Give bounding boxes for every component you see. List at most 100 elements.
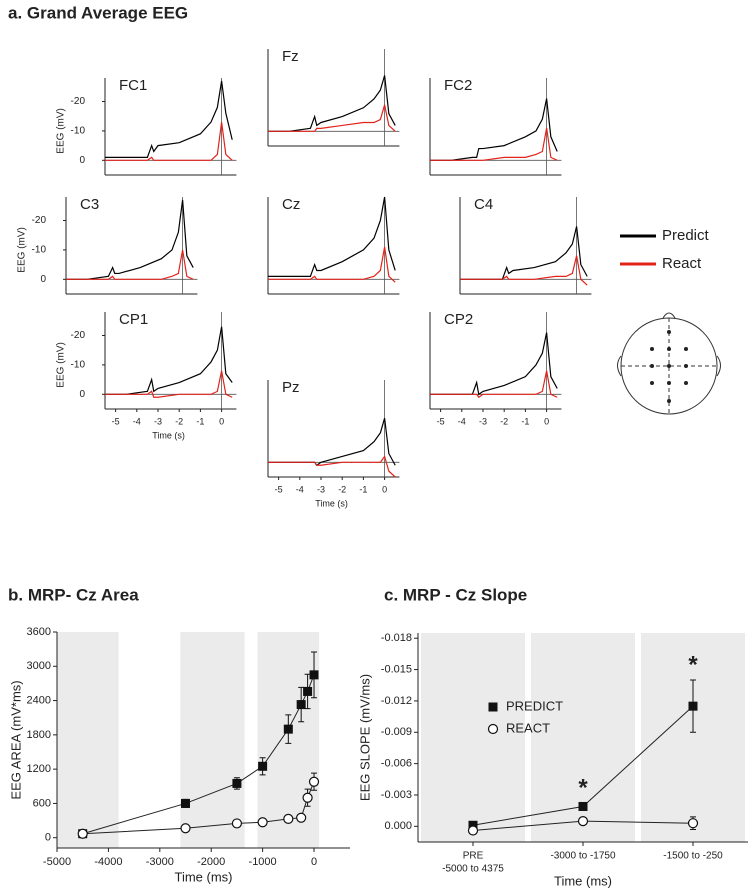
panel-title: c. MRP - Cz Slope bbox=[384, 585, 527, 604]
y-tick-label: 0 bbox=[45, 832, 51, 844]
head-schematic bbox=[617, 312, 721, 415]
x-tick-label: 0 bbox=[382, 484, 387, 494]
eeg-trace bbox=[430, 98, 558, 161]
x-tick-label: -1 bbox=[196, 416, 204, 426]
shaded-band bbox=[57, 632, 119, 848]
x-tick-label: -4 bbox=[458, 416, 466, 426]
eeg-trace bbox=[268, 246, 396, 283]
y-tick-label: 1200 bbox=[27, 763, 51, 775]
marker bbox=[180, 823, 191, 834]
marker bbox=[578, 801, 588, 811]
marker bbox=[302, 792, 313, 803]
eeg-trace bbox=[430, 370, 558, 399]
x-tick-label: 0 bbox=[311, 856, 317, 868]
y-tick-label: 1800 bbox=[27, 729, 51, 741]
marker bbox=[577, 815, 589, 827]
x-axis-label: Time (ms) bbox=[174, 869, 232, 884]
x-tick-label: -1000 bbox=[249, 856, 277, 868]
y-tick-label: 0 bbox=[79, 155, 85, 166]
eeg-trace bbox=[105, 80, 233, 158]
x-tick-label: -5 bbox=[112, 416, 120, 426]
marker bbox=[468, 820, 478, 830]
y-tick-label: -10 bbox=[71, 360, 86, 371]
y-tick-label: -0.003 bbox=[381, 789, 412, 801]
eeg-trace bbox=[105, 370, 233, 398]
marker bbox=[309, 670, 319, 680]
marker bbox=[687, 818, 699, 829]
x-axis-label: Time (ms) bbox=[554, 873, 612, 888]
x-tick-label: -5000 bbox=[43, 856, 71, 868]
marker bbox=[232, 778, 242, 788]
y-tick-label: -20 bbox=[71, 96, 86, 107]
y-tick-label: 3000 bbox=[27, 660, 51, 672]
x-tick-label: 0 bbox=[219, 416, 224, 426]
eeg-trace bbox=[268, 196, 396, 277]
panel-title: b. MRP- Cz Area bbox=[8, 585, 139, 604]
x-tick-label: -4 bbox=[296, 484, 304, 494]
y-tick-label: 0 bbox=[79, 389, 85, 400]
y-tick-label: -10 bbox=[32, 245, 47, 256]
marker bbox=[308, 776, 320, 787]
eeg-trace bbox=[268, 75, 396, 132]
x-tick-label: -5000 to 4375 bbox=[442, 864, 504, 875]
panel-label: Cz bbox=[282, 196, 300, 213]
x-tick-label: -2 bbox=[500, 416, 508, 426]
panel-label: CP2 bbox=[444, 311, 473, 328]
eeg-trace bbox=[430, 332, 558, 396]
panel-label: Fz bbox=[282, 48, 299, 65]
marker bbox=[296, 812, 307, 823]
x-tick-label: PRE bbox=[463, 851, 484, 862]
marker bbox=[467, 825, 479, 836]
y-tick-label: 600 bbox=[33, 797, 51, 809]
y-tick-label: -20 bbox=[71, 330, 86, 341]
eeg-trace bbox=[105, 122, 233, 161]
marker bbox=[258, 761, 268, 771]
x-axis-label: Time (s) bbox=[315, 498, 348, 508]
y-tick-label: -0.015 bbox=[381, 663, 412, 675]
y-axis-label: EEG (mV) bbox=[56, 342, 67, 388]
eeg-trace bbox=[268, 455, 396, 478]
x-axis-label: Time (s) bbox=[152, 430, 185, 440]
x-tick-label: -3 bbox=[479, 416, 487, 426]
y-tick-label: -0.012 bbox=[381, 695, 412, 707]
marker bbox=[303, 686, 313, 696]
eeg-trace bbox=[66, 249, 194, 280]
marker bbox=[231, 818, 243, 829]
y-axis-label: EEG (mV) bbox=[56, 108, 67, 154]
x-tick-label: -1 bbox=[359, 484, 367, 494]
x-tick-label: -2 bbox=[338, 484, 346, 494]
y-tick-label: -20 bbox=[32, 215, 47, 226]
x-tick-label: -1500 to -250 bbox=[663, 851, 723, 862]
y-tick-label: 0 bbox=[40, 274, 46, 285]
x-tick-label: -5 bbox=[275, 484, 283, 494]
x-tick-label: -3 bbox=[317, 484, 325, 494]
marker bbox=[283, 724, 293, 734]
legend-label: Predict bbox=[662, 227, 710, 244]
y-tick-label: -0.018 bbox=[381, 632, 412, 644]
x-tick-label: -2000 bbox=[197, 856, 225, 868]
eeg-trace bbox=[66, 199, 194, 280]
marker bbox=[283, 813, 294, 824]
legend-label: REACT bbox=[506, 720, 550, 735]
panel-label: FC2 bbox=[444, 77, 472, 94]
eeg-trace bbox=[105, 326, 233, 395]
panel-label: CP1 bbox=[119, 311, 148, 328]
y-axis-label: EEG (mV) bbox=[17, 227, 28, 273]
x-tick-label: -1 bbox=[521, 416, 529, 426]
x-tick-label: -4 bbox=[133, 416, 141, 426]
marker bbox=[77, 828, 88, 839]
annotation: * bbox=[688, 651, 698, 678]
shaded-band bbox=[421, 633, 525, 842]
shaded-band bbox=[180, 632, 245, 848]
marker bbox=[688, 701, 698, 711]
annotation: * bbox=[578, 775, 588, 802]
panel-label: C4 bbox=[474, 196, 493, 213]
eeg-trace bbox=[460, 255, 588, 286]
marker bbox=[488, 702, 498, 712]
y-tick-label: -10 bbox=[71, 126, 86, 137]
marker bbox=[296, 700, 306, 710]
panel-label: Pz bbox=[282, 379, 300, 396]
eeg-trace bbox=[460, 226, 588, 280]
y-axis-label: EEG SLOPE (mV/ms) bbox=[357, 674, 372, 801]
